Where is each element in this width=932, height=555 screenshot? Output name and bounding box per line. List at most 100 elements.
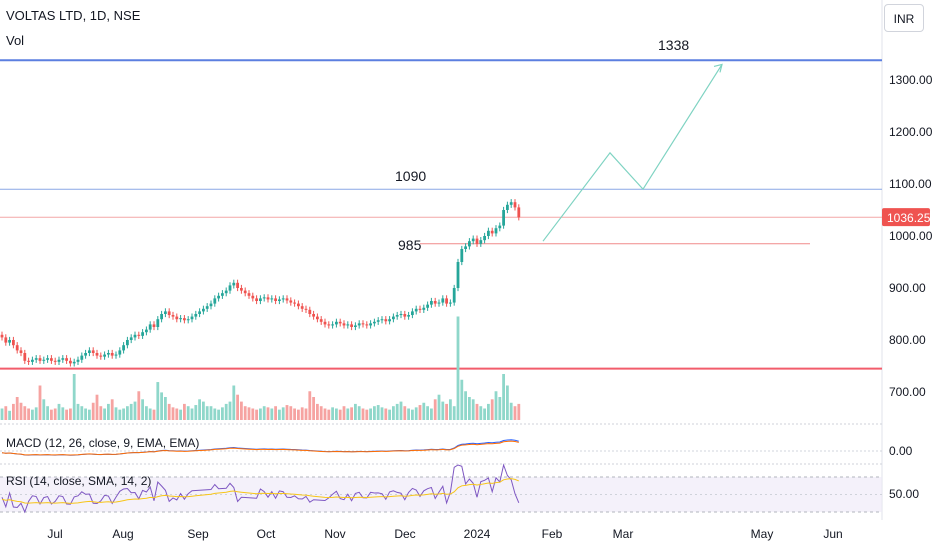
candle-body — [350, 324, 353, 327]
volume-bar — [414, 407, 418, 420]
projection-path — [542, 63, 723, 242]
volume-bar — [198, 399, 201, 420]
candle-body — [445, 298, 448, 304]
candle-body — [297, 303, 300, 307]
candle-body — [274, 298, 277, 301]
volume-bar — [213, 408, 217, 420]
volume-bar — [171, 407, 175, 420]
volume-bar — [506, 385, 509, 420]
candle-body — [118, 350, 122, 355]
price-tick-label: 700.00 — [889, 385, 926, 399]
candles — [0, 199, 521, 367]
volume-bar — [205, 406, 209, 420]
candle-body — [42, 359, 46, 361]
candle-body — [354, 325, 357, 327]
candle-body — [137, 334, 141, 336]
candle-body — [407, 315, 410, 317]
volume-bar — [270, 408, 274, 420]
volume-bar — [88, 409, 91, 420]
volume-bar — [452, 406, 456, 420]
candle-body — [452, 288, 456, 303]
candle-body — [399, 314, 403, 316]
volume-bar — [430, 408, 433, 420]
volume-bar — [179, 409, 182, 420]
volume-bar — [232, 385, 236, 420]
volume-bar — [422, 402, 426, 420]
volume-bar — [407, 408, 410, 420]
projection-arrowhead — [713, 63, 723, 73]
volume-label: Vol — [6, 33, 25, 48]
candle-body — [490, 230, 494, 234]
candle-body — [475, 238, 479, 244]
volume-bar — [31, 409, 34, 420]
volume-bar — [19, 402, 23, 420]
volume-bar — [297, 409, 300, 420]
time-tick-label: Oct — [257, 527, 276, 541]
volume-bar — [357, 406, 361, 420]
candle-body — [221, 293, 224, 296]
candle-body — [357, 323, 361, 326]
candle-body — [278, 299, 281, 301]
candle-body — [468, 241, 471, 247]
candle-body — [202, 308, 205, 312]
volume-bar — [388, 409, 391, 420]
volume-bar — [50, 409, 53, 420]
volume-bar — [243, 406, 247, 420]
candle-body — [373, 321, 376, 324]
volume-bar — [300, 407, 304, 420]
time-tick-label: Mar — [613, 527, 634, 541]
candle-body — [148, 324, 152, 330]
last-price-badge: 1036.25 — [882, 208, 931, 227]
time-tick-label: Dec — [394, 527, 415, 541]
candle-body — [91, 350, 95, 353]
volume-bar — [194, 405, 198, 420]
volume-bar — [384, 408, 388, 420]
candle-body — [61, 358, 65, 360]
candle-body — [141, 332, 144, 336]
volume-bar — [308, 391, 312, 420]
candle-body — [190, 316, 194, 320]
time-tick-label: Jun — [823, 527, 842, 541]
volume-bar — [509, 402, 513, 420]
candle-body — [342, 323, 346, 326]
time-axis: Jul Aug Sep Oct Nov Dec 2024 Feb Mar May Jun — [47, 527, 842, 541]
volume-bar — [57, 403, 61, 420]
candle-body — [107, 353, 110, 355]
volume-bar — [114, 407, 118, 420]
candle-body — [171, 315, 175, 317]
volume-bar — [38, 385, 42, 420]
candle-body — [376, 320, 380, 322]
candle-body — [502, 210, 505, 226]
volume-bar — [494, 391, 498, 420]
volume-bar — [46, 406, 49, 420]
volume-bar — [262, 406, 266, 420]
volume-bar — [395, 403, 399, 420]
candle-body — [327, 324, 331, 326]
volume-bar — [441, 401, 445, 420]
candle-body — [4, 337, 8, 343]
volume-bar — [274, 406, 277, 420]
volume-bar — [433, 399, 437, 420]
volume-bar — [152, 409, 156, 420]
candle-body — [145, 329, 148, 333]
candle-body — [483, 236, 486, 241]
price-tick-label: 1100.00 — [889, 177, 932, 191]
volume-bar — [110, 399, 114, 420]
candle-body — [209, 303, 213, 307]
candle-body — [160, 314, 163, 320]
candle-body — [236, 282, 239, 288]
candle-body — [517, 207, 521, 218]
volume-bar — [449, 399, 452, 420]
candle-body — [487, 230, 490, 236]
currency-button[interactable]: INR — [884, 4, 924, 32]
volume-bar — [365, 409, 369, 420]
candle-body — [19, 350, 23, 353]
candle-body — [319, 319, 323, 322]
price-tick-label: 800.00 — [889, 333, 926, 347]
candle-body — [335, 321, 338, 325]
last-price-box — [882, 208, 930, 227]
volume-bar — [141, 399, 144, 420]
volume-bar — [259, 408, 262, 420]
